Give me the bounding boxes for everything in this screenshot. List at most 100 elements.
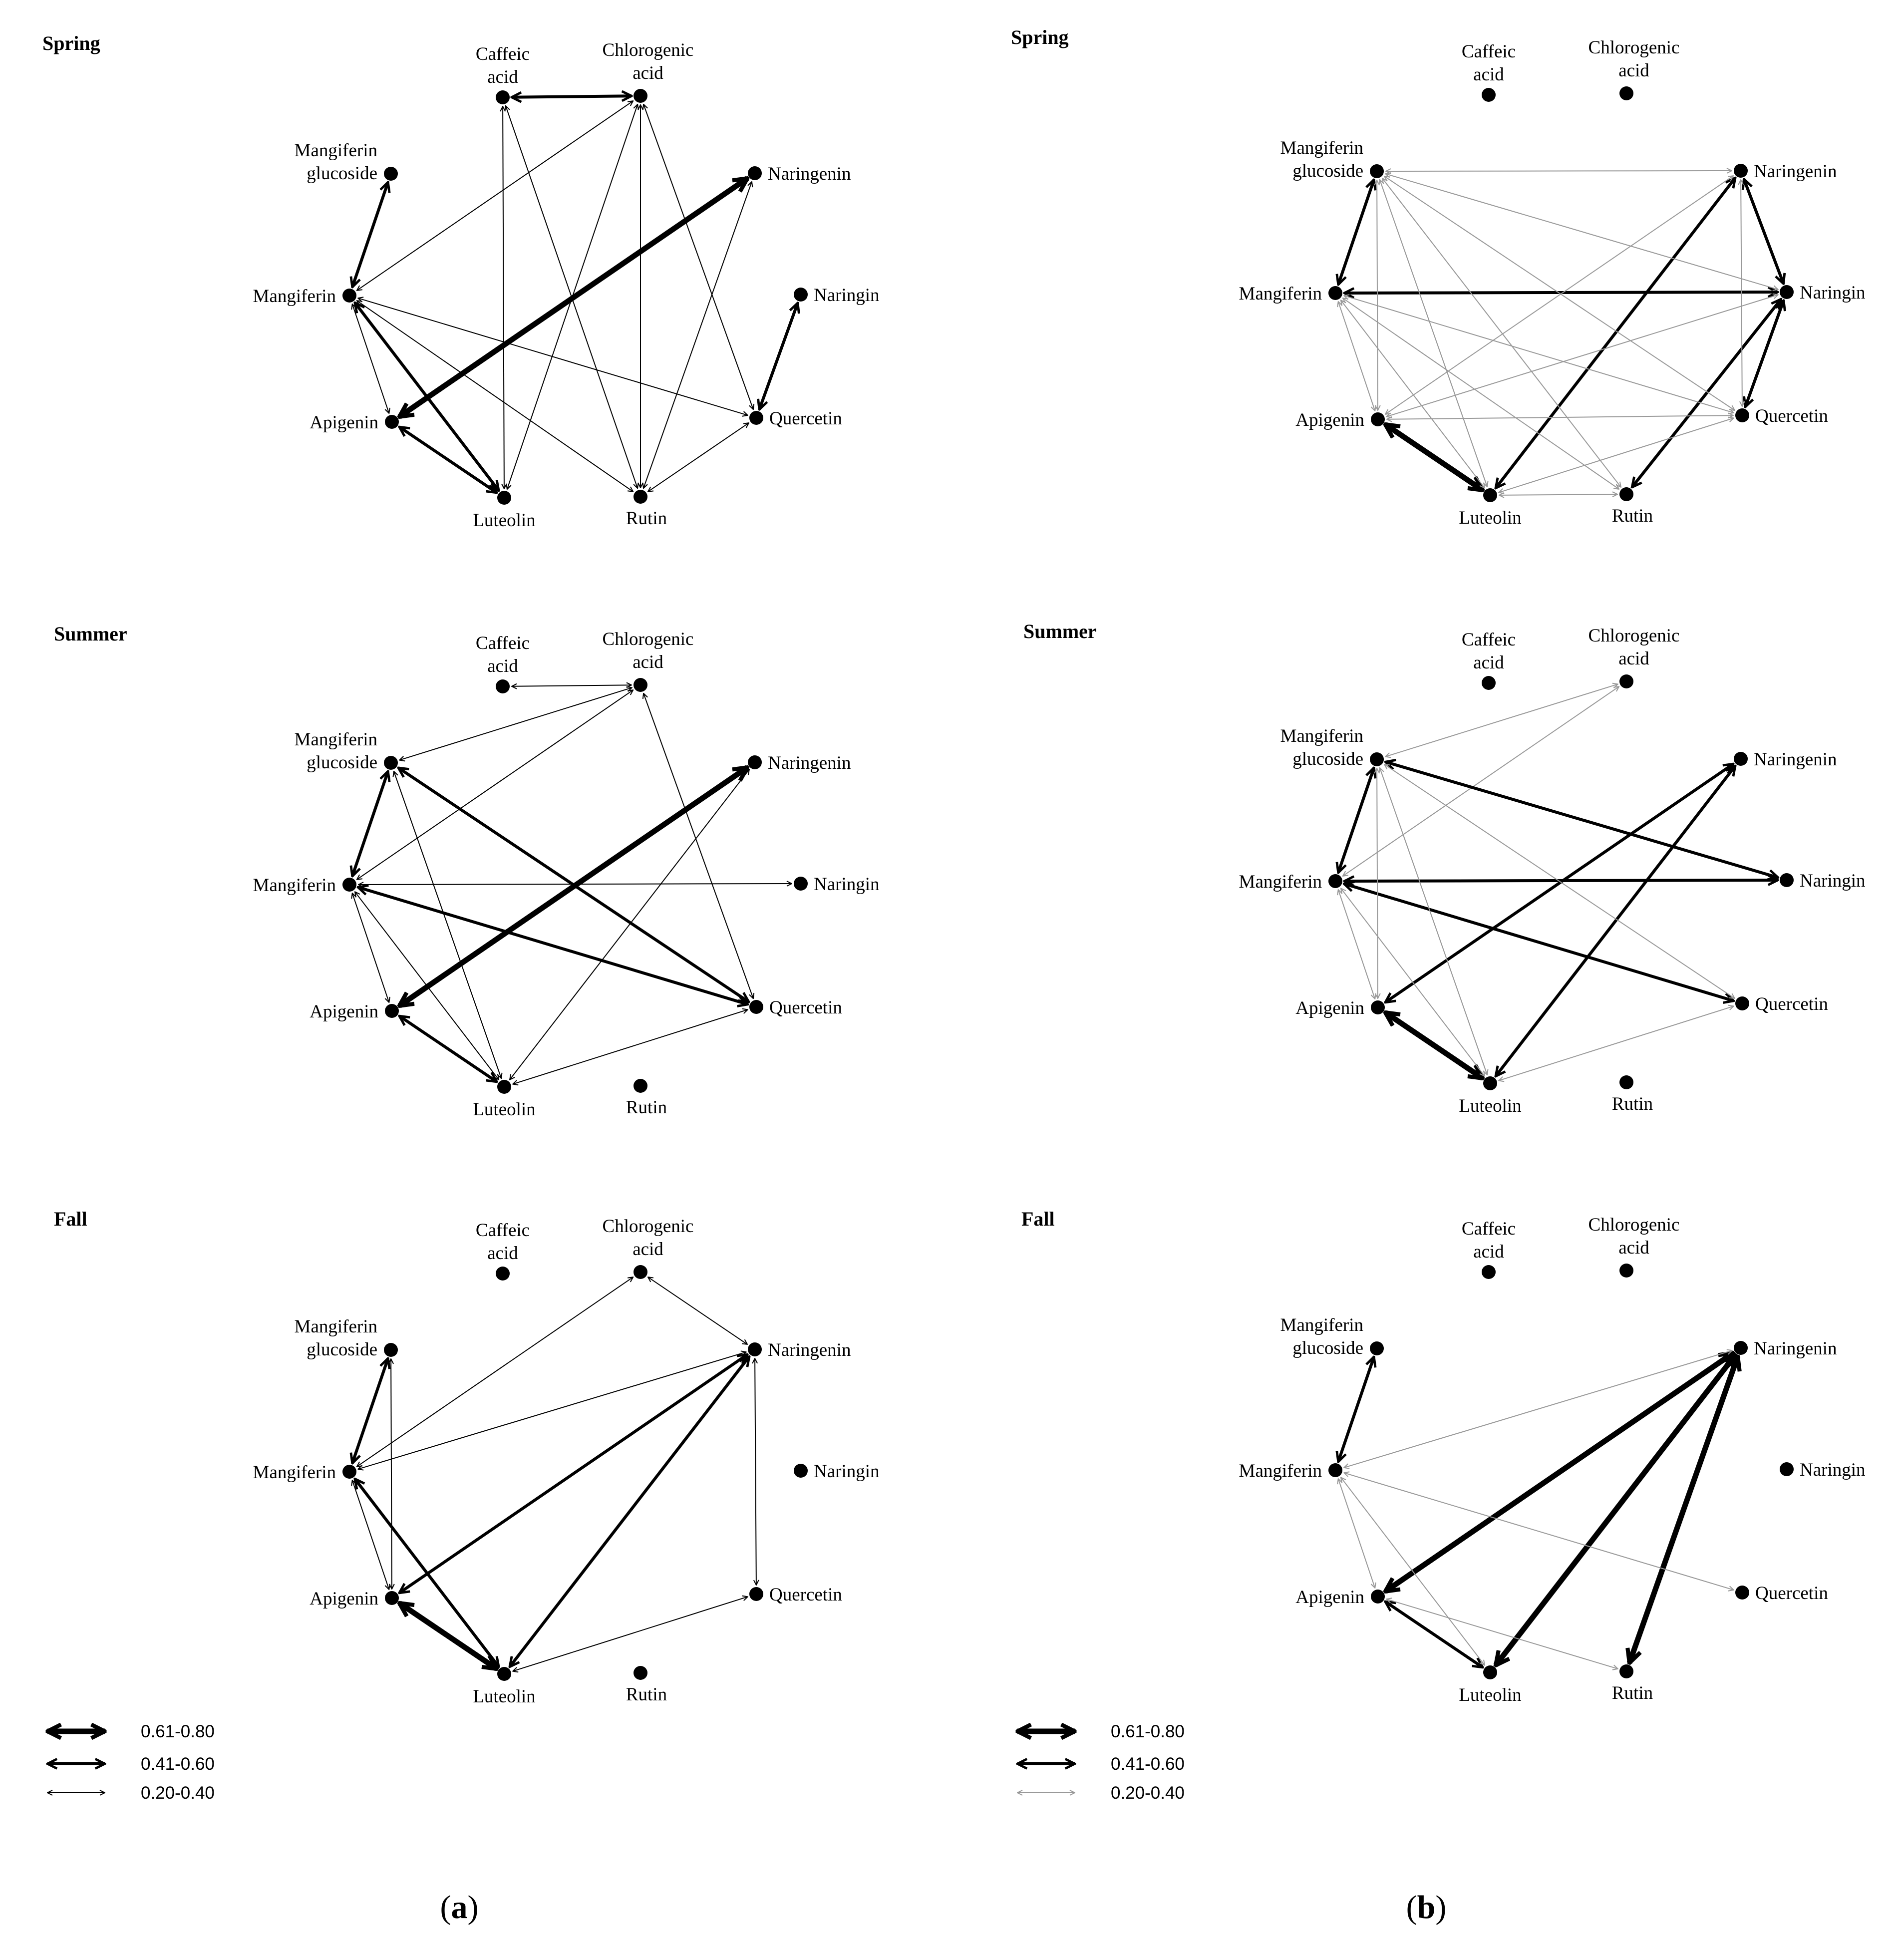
edge-chlorogenic-luteolin (507, 104, 637, 489)
edge-mangiferin-glucoside-luteolin (1380, 180, 1487, 487)
node-luteolin (1483, 1665, 1497, 1679)
node-rutin (634, 490, 647, 504)
node-naringenin (1734, 164, 1748, 178)
node-mangiferin-glucoside (1370, 164, 1384, 178)
panel-a-spring: Spring Caffeic acid Chlorogenic acid Naringen… (42, 32, 880, 531)
edge-mangiferin-naringenin (1344, 1350, 1732, 1468)
node-label-mangiferin-glucoside: Mangiferin glucoside (295, 729, 377, 773)
node-label-apigenin: Apigenin (310, 1589, 378, 1609)
edge-mangiferin-glucoside-chlorogenic (1385, 684, 1618, 756)
edge-mangiferin-rutin (357, 301, 633, 492)
node-label-naringenin: Naringenin (1754, 749, 1837, 770)
node-label-mangiferin: Mangiferin (253, 875, 336, 896)
node-label-mangiferin-glucoside: Mangiferin glucoside (295, 140, 377, 184)
edge-apigenin-luteolin (399, 1016, 497, 1082)
node-rutin (1619, 1075, 1633, 1089)
node-label-mangiferin-glucoside: Mangiferin glucoside (295, 1316, 377, 1360)
node-label-caffeic: Caffeic acid (476, 1220, 530, 1264)
edge-mangiferin-glucoside-apigenin (1377, 768, 1378, 998)
node-naringenin (748, 755, 762, 769)
node-label-mangiferin: Mangiferin (1239, 1461, 1322, 1481)
edge-luteolin-naringenin (1496, 766, 1735, 1076)
node-caffeic (496, 90, 510, 104)
edge-luteolin-quercetin (513, 1009, 748, 1084)
panel-title: Spring (1011, 26, 1069, 48)
node-quercetin (1735, 408, 1749, 422)
edge-luteolin-quercetin (1499, 418, 1734, 492)
edge-mangiferin-quercetin (1344, 884, 1734, 1001)
panel-title: Summer (1023, 620, 1097, 643)
edge-caffeic-chlorogenic (512, 685, 632, 686)
edge-mangiferin-glucoside-chlorogenic (399, 687, 632, 760)
node-label-naringin: Naringin (1800, 1460, 1866, 1480)
edge-naringenin-quercetin (755, 1358, 756, 1585)
edge-mangiferin-luteolin (1341, 300, 1485, 488)
node-label-rutin: Rutin (1612, 1683, 1653, 1703)
node-luteolin (497, 1667, 511, 1681)
edge-caffeic-luteolin (503, 106, 504, 489)
node-label-naringenin: Naringenin (768, 164, 851, 184)
node-label-quercetin: Quercetin (769, 1585, 842, 1605)
node-naringin (1780, 1462, 1794, 1476)
edges (1338, 1350, 1738, 1669)
edge-quercetin-rutin (648, 423, 749, 492)
edge-mangiferin-glucoside-naringin (1385, 762, 1778, 878)
node-naringenin (1734, 752, 1748, 766)
node-quercetin (1735, 996, 1749, 1010)
column-label-b: (b) (1406, 1889, 1447, 1926)
column-label-a: (a) (440, 1889, 479, 1926)
node-label-luteolin: Luteolin (1459, 1685, 1521, 1705)
node-mangiferin (1328, 286, 1342, 300)
panel-b-summer: Summer Caffeic acid Chlorogenic acid Naringen… (1023, 620, 1866, 1116)
edge-apigenin-quercetin (1387, 415, 1733, 419)
node-luteolin (497, 491, 511, 505)
node-caffeic (496, 1267, 510, 1281)
edge-apigenin-naringenin (399, 1354, 747, 1593)
legend-label: 0.41-0.60 (141, 1754, 215, 1774)
edge-chlorogenic-quercetin (643, 693, 753, 998)
edges (1338, 684, 1778, 1080)
node-label-caffeic: Caffeic acid (1462, 41, 1516, 85)
node-apigenin (1371, 1000, 1385, 1014)
edge-mangiferin-apigenin (352, 893, 389, 1002)
node-caffeic (1482, 1265, 1496, 1279)
edge-apigenin-luteolin (1385, 1602, 1483, 1667)
node-naringenin (748, 166, 762, 180)
edge-apigenin-naringin (1386, 295, 1778, 416)
node-mangiferin (342, 289, 356, 303)
edge-mangiferin-apigenin (352, 304, 389, 413)
edge-apigenin-naringenin (1385, 1353, 1733, 1592)
node-label-chlorogenic: Chlorogenic acid (1588, 626, 1680, 669)
node-label-mangiferin-glucoside: Mangiferin glucoside (1280, 726, 1363, 769)
node-label-naringin: Naringin (814, 874, 880, 895)
node-mangiferin (1328, 874, 1342, 888)
panel-title: Summer (54, 623, 127, 645)
edge-mangiferin-naringenin (358, 1352, 746, 1469)
node-label-quercetin: Quercetin (1755, 406, 1828, 426)
node-label-caffeic: Caffeic acid (476, 44, 530, 87)
edge-mangiferin-glucoside-mangiferin (352, 1358, 388, 1463)
node-label-naringin: Naringin (814, 285, 880, 306)
edge-luteolin-naringenin (510, 769, 749, 1080)
edge-mangiferin-glucoside-rutin (1382, 178, 1621, 487)
node-label-rutin: Rutin (1612, 1094, 1653, 1114)
legend-label: 0.20-0.40 (1111, 1783, 1185, 1803)
node-label-naringin: Naringin (814, 1461, 880, 1482)
node-label-quercetin: Quercetin (769, 997, 842, 1018)
edge-naringin-quercetin (1745, 301, 1784, 407)
node-rutin (1619, 487, 1633, 501)
edges (352, 96, 798, 493)
node-label-apigenin: Apigenin (1295, 410, 1364, 430)
edge-naringenin-quercetin (1741, 180, 1742, 406)
edge-mangiferin-luteolin (1341, 888, 1485, 1076)
node-label-quercetin: Quercetin (1755, 994, 1828, 1014)
node-mangiferin-glucoside (384, 756, 398, 770)
node-label-mangiferin: Mangiferin (1239, 872, 1322, 892)
edge-mangiferin-glucoside-mangiferin (1338, 180, 1374, 285)
legend-label: 0.61-0.80 (141, 1722, 215, 1741)
edge-mangiferin-glucoside-apigenin (1377, 180, 1378, 410)
edge-mangiferin-quercetin (1344, 296, 1734, 413)
edges (352, 685, 792, 1084)
edge-apigenin-rutin (1386, 1599, 1618, 1669)
node-rutin (1619, 1664, 1633, 1678)
